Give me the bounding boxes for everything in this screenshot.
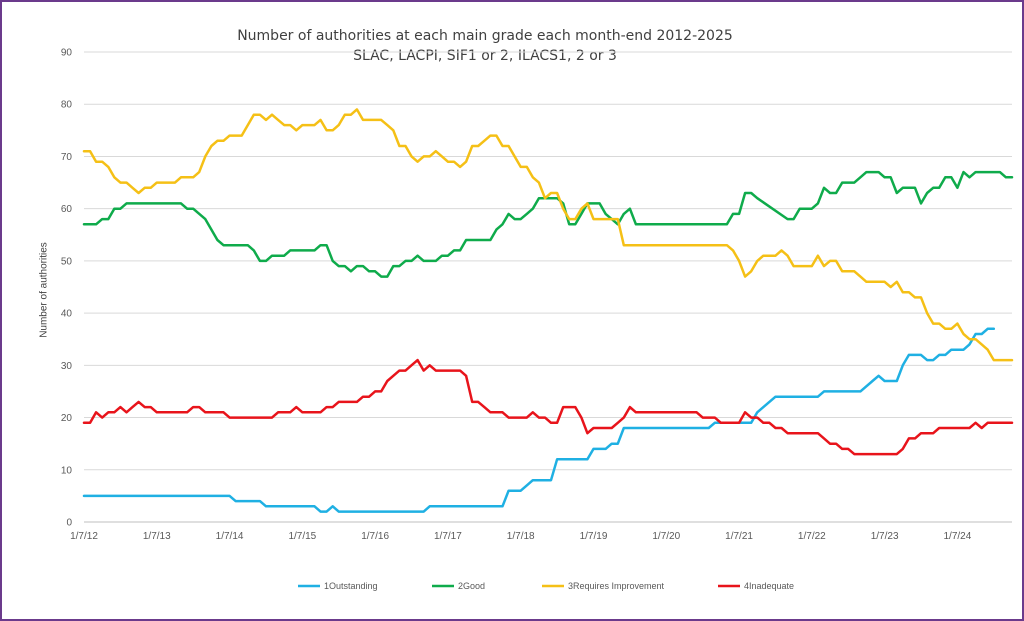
x-tick-label: 1/7/18: [507, 531, 535, 542]
y-tick-label: 0: [66, 518, 72, 529]
y-tick-label: 60: [61, 204, 73, 215]
x-tick-label: 1/7/16: [361, 531, 389, 542]
x-tick-label: 1/7/20: [652, 531, 680, 542]
legend-label: 4Inadequate: [744, 581, 794, 591]
series-line: [82, 108, 1014, 362]
y-tick-label: 30: [61, 361, 73, 372]
x-tick-labels: 1/7/12 1/7/13 1/7/14 1/7/15 1/7/16 1/7/17 1/7/…: [70, 531, 972, 542]
legend: 1Outstanding 2Good 3Requires Improvement 4I…: [298, 581, 794, 591]
y-tick-labels: 0 10 20 30 40 50 60 70 80 90: [61, 48, 73, 529]
series-line: [82, 358, 1014, 456]
chart-title: Number of authorities at each main grade…: [237, 28, 733, 44]
y-tick-label: 20: [61, 413, 73, 424]
x-tick-label: 1/7/19: [580, 531, 608, 542]
gridlines: [84, 51, 1012, 523]
series-lines: [82, 108, 1014, 513]
legend-label: 1Outstanding: [324, 581, 378, 591]
legend-label: 2Good: [458, 581, 485, 591]
y-tick-label: 70: [61, 152, 73, 163]
y-tick-label: 40: [61, 309, 73, 320]
y-tick-label: 10: [61, 465, 73, 476]
x-tick-label: 1/7/23: [871, 531, 899, 542]
x-tick-label: 1/7/24: [944, 531, 972, 542]
x-tick-label: 1/7/14: [216, 531, 244, 542]
y-tick-label: 50: [61, 256, 73, 267]
x-tick-label: 1/7/17: [434, 531, 462, 542]
x-tick-label: 1/7/15: [288, 531, 316, 542]
x-tick-label: 1/7/22: [798, 531, 826, 542]
x-tick-label: 1/7/12: [70, 531, 98, 542]
x-tick-label: 1/7/13: [143, 531, 171, 542]
y-tick-label: 90: [61, 48, 73, 59]
y-tick-label: 80: [61, 100, 73, 111]
x-tick-label: 1/7/21: [725, 531, 753, 542]
series-line: [82, 327, 996, 513]
legend-label: 3Requires Improvement: [568, 581, 665, 591]
series-line: [82, 170, 1014, 278]
